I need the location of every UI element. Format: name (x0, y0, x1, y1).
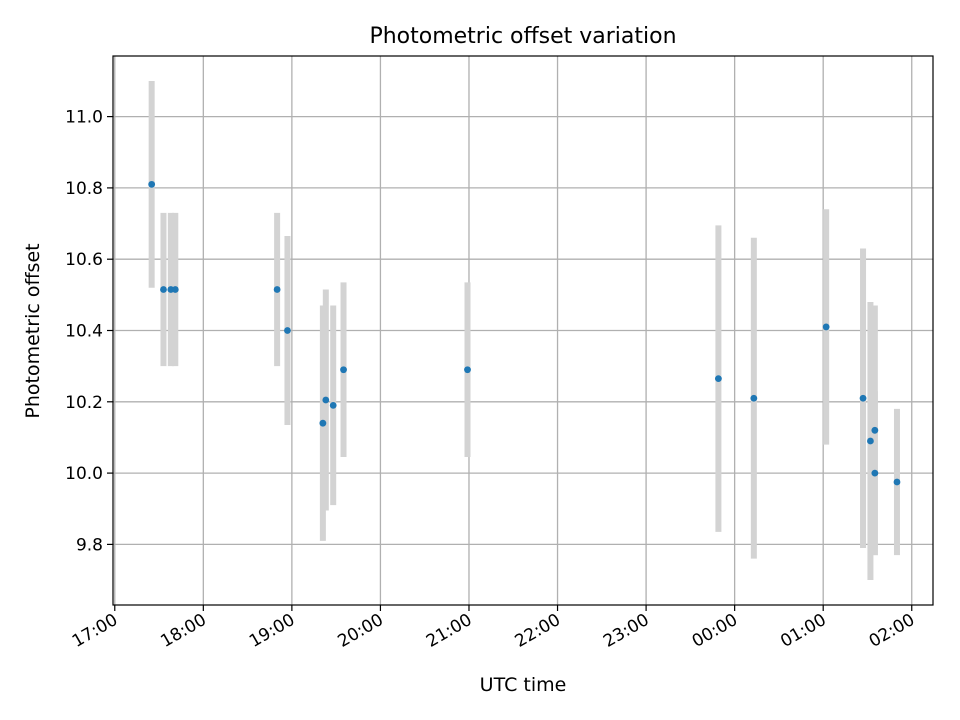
y-tick-label: 9.8 (76, 535, 103, 555)
data-point (822, 323, 830, 331)
y-tick-label: 10.4 (65, 322, 103, 342)
data-points (148, 180, 901, 486)
x-axis-label: UTC time (480, 674, 567, 696)
data-point (329, 401, 337, 409)
data-point (319, 419, 327, 427)
data-point (273, 286, 281, 293)
y-tick-label: 10.2 (65, 393, 103, 413)
y-tick-label: 10.6 (65, 250, 103, 270)
data-point (171, 286, 179, 293)
data-point (464, 366, 471, 374)
data-point (160, 286, 167, 293)
y-axis-label: Photometric offset (22, 243, 44, 418)
data-point (340, 366, 347, 374)
data-point (715, 375, 722, 383)
data-point (750, 394, 758, 402)
data-point (284, 327, 291, 334)
data-point (148, 180, 156, 188)
y-tick-label: 10.0 (65, 464, 103, 484)
data-point (867, 437, 874, 445)
y-tick-label: 11.0 (65, 108, 103, 128)
data-point (871, 426, 879, 434)
data-point (871, 469, 879, 477)
grid (113, 56, 933, 605)
data-point (322, 396, 330, 404)
chart-title: Photometric offset variation (369, 24, 676, 49)
data-point (893, 478, 901, 486)
y-tick-label: 10.8 (65, 179, 103, 199)
data-point (859, 394, 867, 402)
